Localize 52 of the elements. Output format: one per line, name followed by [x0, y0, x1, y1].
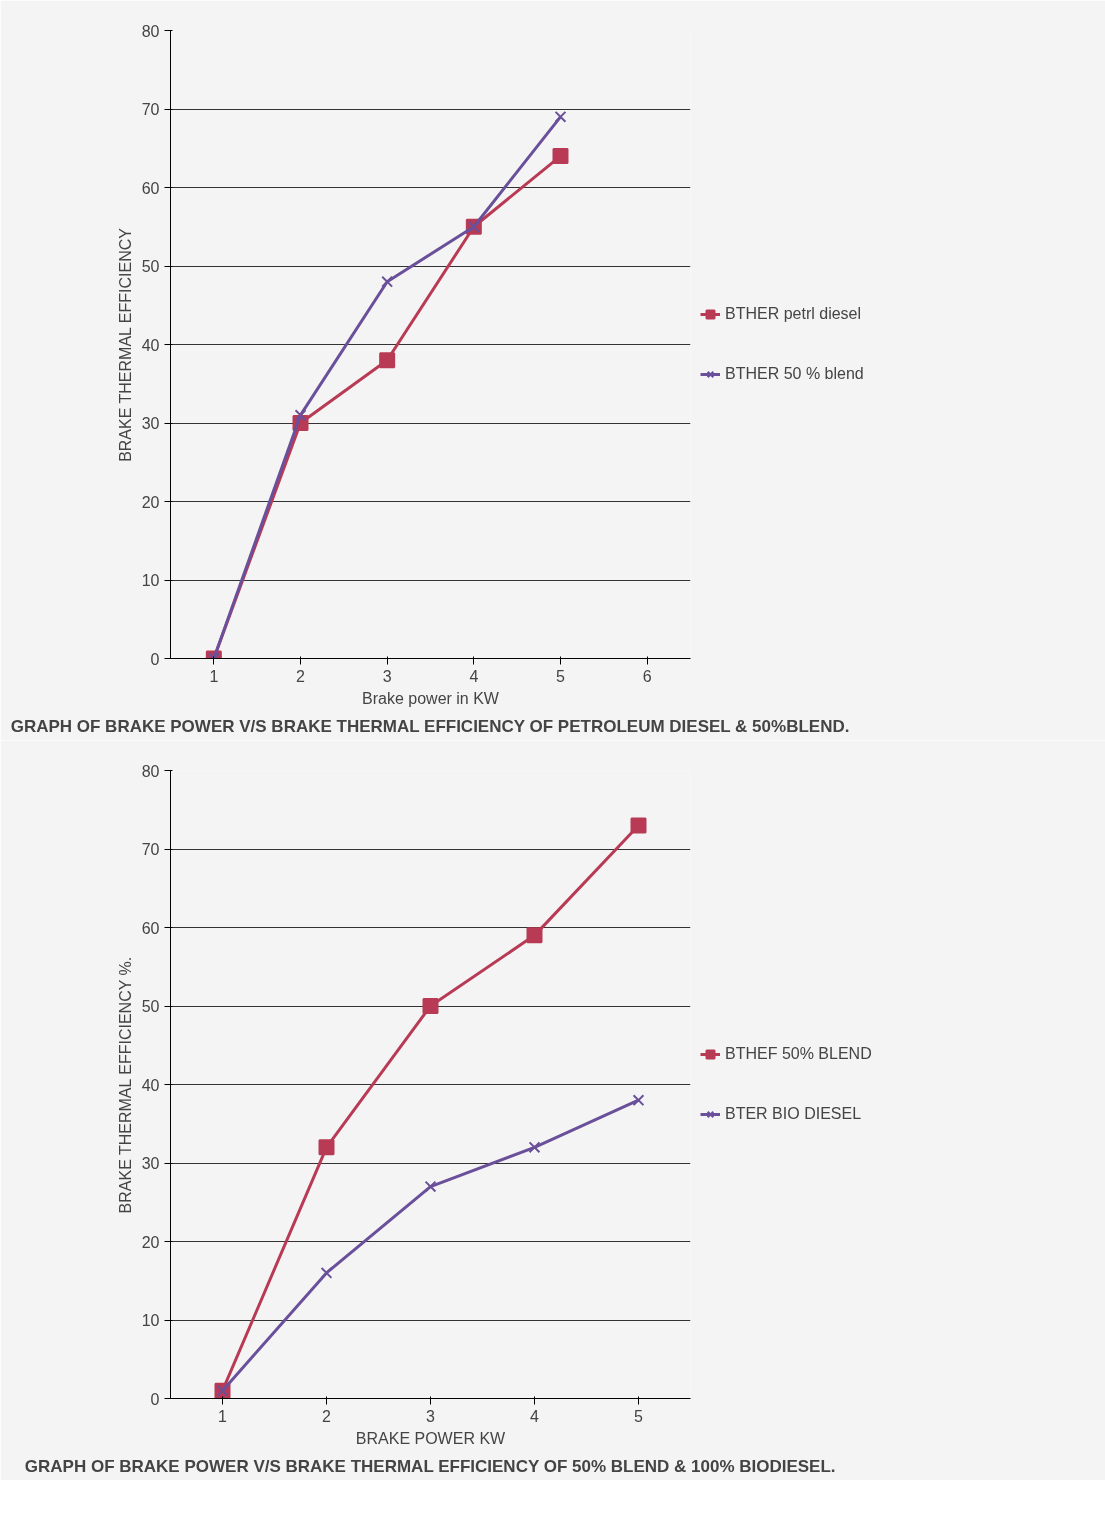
y-tick-label: 40	[141, 336, 160, 354]
point	[632, 1094, 645, 1107]
y-tick-label: 50	[141, 998, 160, 1015]
point	[630, 817, 647, 834]
y-tick-label: 70	[141, 101, 160, 118]
y-tick-label: 20	[141, 493, 160, 511]
text: GRAPH OF BRAKE POWER V/S BRAKE THERMAL EFFICIENCY OF 50% BLEND & 100% BIODIESEL.	[24, 1456, 836, 1476]
y-tick-label: 10	[141, 572, 160, 589]
y-axis-title: BRAKE THERMAL EFFICIENCY %.	[116, 956, 134, 1214]
y-tick-label: 30	[141, 415, 160, 432]
point	[318, 1139, 335, 1156]
x-tick-label: 3	[426, 1407, 436, 1425]
x-axis-title: BRAKE POWER KW	[355, 1429, 507, 1447]
x-tick-label: 6	[642, 667, 652, 685]
y-tick-label: 50	[141, 258, 160, 275]
y-tick-label: 60	[141, 179, 160, 197]
legend-label: BTHER 50 % blend	[725, 365, 864, 383]
x-tick-label: 2	[296, 667, 306, 685]
y-tick-label: 80	[141, 762, 160, 780]
text: GRAPH OF BRAKE POWER V/S BRAKE THERMAL EFFICIENCY OF PETROLEUM DIESEL & 50%BLEND.	[10, 716, 850, 736]
legend-label: BTHER petrl diesel	[725, 305, 862, 323]
x-tick-label: 4	[469, 667, 479, 685]
y-tick-label: 80	[141, 22, 160, 40]
x-tick-label: 3	[382, 667, 392, 685]
y-tick-label: 20	[141, 1233, 160, 1251]
legend-label: BTER BIO DIESEL	[725, 1105, 862, 1123]
y-tick-label: 40	[141, 1076, 160, 1094]
x-tick-label: 1	[218, 1407, 228, 1425]
y-tick-label: 60	[141, 919, 160, 937]
x-tick-label: 1	[209, 667, 219, 685]
y-tick-label: 0	[150, 1390, 160, 1408]
point	[422, 998, 439, 1014]
x-tick-label: 4	[530, 1407, 540, 1425]
x-tick-label: 5	[634, 1407, 644, 1425]
y-axis-title: BRAKE THERMAL EFFICIENCY	[116, 227, 134, 462]
point	[381, 275, 394, 288]
point	[552, 148, 569, 165]
y-tick-label: 70	[141, 841, 160, 858]
point	[424, 1180, 437, 1193]
x-axis-title: Brake power in KW	[362, 689, 500, 707]
legend-label: BTHEF 50% BLEND	[725, 1045, 872, 1063]
y-tick-label: 10	[141, 1312, 160, 1329]
point	[528, 1141, 541, 1154]
x-tick-label: 5	[556, 667, 566, 685]
x-tick-label: 2	[322, 1407, 332, 1425]
point	[379, 352, 396, 369]
point	[526, 927, 543, 944]
y-tick-label: 0	[150, 650, 160, 668]
y-tick-label: 30	[141, 1155, 160, 1172]
point	[294, 409, 307, 422]
point	[554, 110, 567, 123]
point	[320, 1266, 333, 1279]
